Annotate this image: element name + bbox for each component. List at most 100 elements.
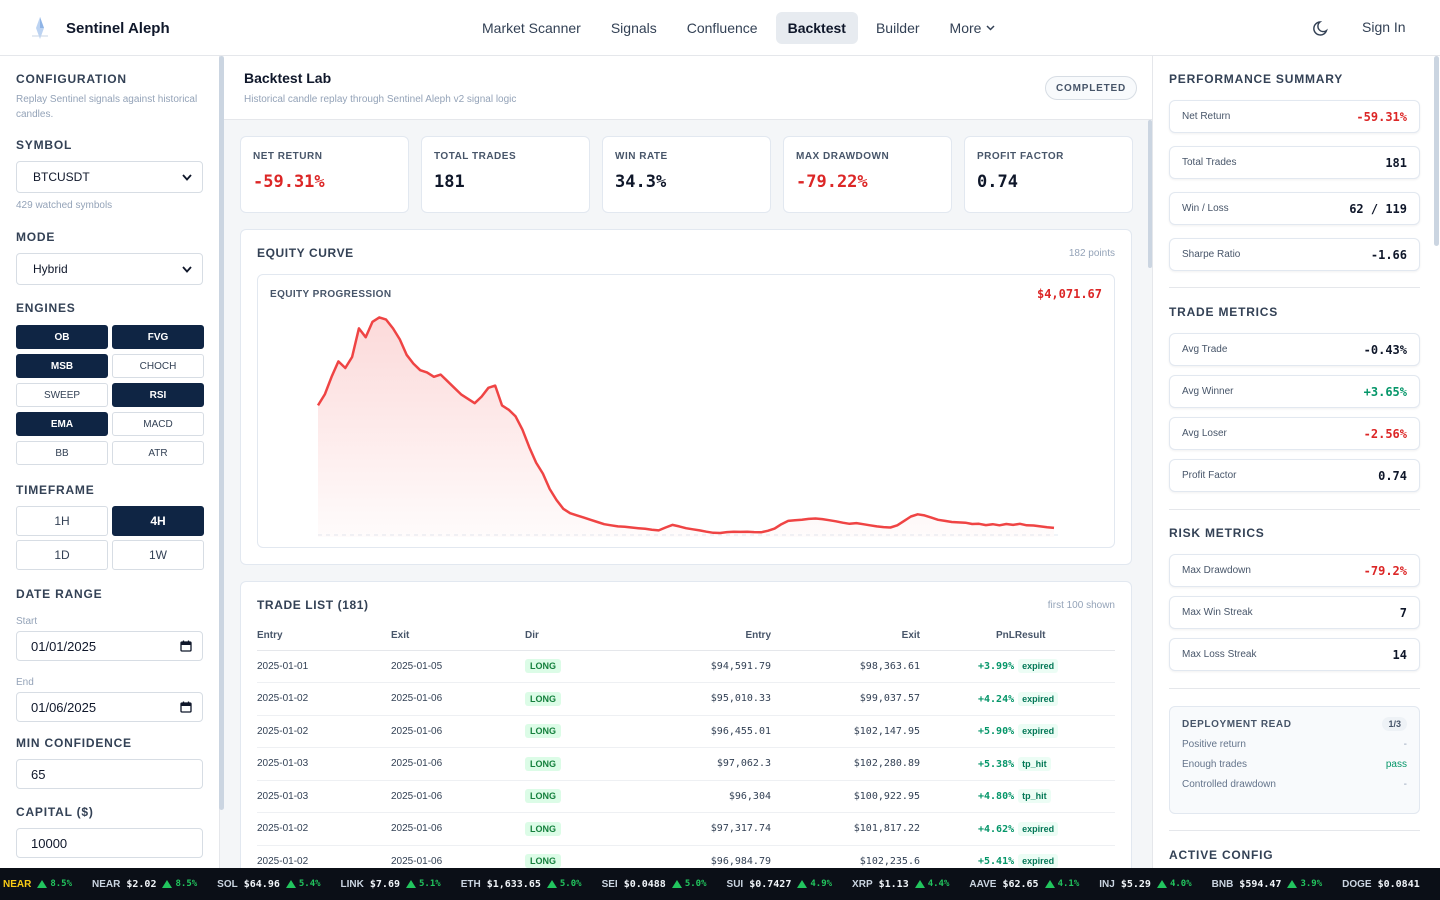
end-date-label: End bbox=[16, 677, 34, 688]
trade-list-meta: first 100 shown bbox=[1047, 600, 1115, 611]
brand[interactable]: Sentinel Aleph bbox=[30, 16, 170, 40]
deployment-title: DEPLOYMENT READ bbox=[1182, 719, 1292, 730]
chart-title: EQUITY PROGRESSION bbox=[270, 289, 392, 300]
right-scrollbar[interactable] bbox=[1434, 56, 1439, 246]
timeframe-1d[interactable]: 1D bbox=[16, 540, 108, 570]
col-exit-date[interactable]: Exit bbox=[391, 622, 525, 651]
nav-builder[interactable]: Builder bbox=[875, 20, 920, 36]
col-entry-price[interactable]: Entry bbox=[615, 622, 771, 651]
entry-date-cell: 2025-01-02 bbox=[257, 682, 391, 716]
ticker-item[interactable]: INJ $5.29 4.0% bbox=[1099, 879, 1191, 890]
entry-price-cell: $96,304 bbox=[615, 780, 771, 813]
deployment-check-label: Controlled drawdown bbox=[1182, 779, 1276, 790]
ticker-item[interactable]: NEAR $2.02 8.5% bbox=[92, 879, 197, 890]
main-scrollbar[interactable] bbox=[1148, 120, 1152, 268]
metric-profit-factor: Profit Factor 0.74 bbox=[1169, 459, 1420, 492]
engine-toggle-rsi[interactable]: RSI bbox=[112, 383, 204, 407]
col-pnl-result[interactable]: PnLResult bbox=[920, 622, 1115, 651]
end-date-input[interactable]: 01/06/2025 bbox=[16, 692, 203, 722]
ticker-change: 4.1% bbox=[1044, 879, 1079, 889]
engines-label: ENGINES bbox=[16, 301, 76, 315]
mode-select[interactable]: Hybrid bbox=[16, 253, 203, 285]
engine-toggle-msb[interactable]: MSB bbox=[16, 354, 108, 378]
col-entry-date[interactable]: Entry bbox=[257, 622, 391, 651]
symbol-select[interactable]: BTCUSDT bbox=[16, 161, 203, 193]
engine-toggle-fvg[interactable]: FVG bbox=[112, 325, 204, 349]
chevron-down-icon bbox=[986, 25, 995, 31]
table-row[interactable]: 2025-01-01 2025-01-05 LONG $94,591.79 $98,36… bbox=[257, 650, 1115, 683]
col-exit-price[interactable]: Exit bbox=[771, 622, 920, 651]
ticker-item[interactable]: DOGE $0.0841 bbox=[1342, 879, 1420, 890]
pnl-value: +5.90% bbox=[978, 726, 1015, 738]
ticker-price: $1.13 bbox=[878, 878, 909, 890]
trade-list-card: TRADE LIST (181) first 100 shown Entry E… bbox=[240, 581, 1132, 868]
engine-toggle-bb[interactable]: BB bbox=[16, 441, 108, 465]
engine-toggle-ob[interactable]: OB bbox=[16, 325, 108, 349]
ticker-item[interactable]: SEI $0.0488 5.0% bbox=[602, 879, 707, 890]
metric-win-loss: Win / Loss 62 / 119 bbox=[1169, 192, 1420, 225]
ticker-item[interactable]: SUI $0.7427 4.9% bbox=[727, 879, 833, 890]
sidebar-scrollbar[interactable] bbox=[219, 56, 224, 810]
nav-more[interactable]: More bbox=[938, 12, 1008, 44]
nav-confluence[interactable]: Confluence bbox=[686, 20, 758, 36]
result-badge: expired bbox=[1018, 821, 1059, 836]
engine-toggle-macd[interactable]: MACD bbox=[112, 412, 204, 436]
ticker-symbol: LINK bbox=[340, 878, 364, 890]
ticker-symbol: AAVE bbox=[969, 878, 997, 890]
min-confidence-input[interactable]: 65 bbox=[16, 759, 203, 789]
ticker-price: $7.69 bbox=[369, 878, 400, 890]
col-direction[interactable]: Dir bbox=[525, 622, 615, 651]
symbol-help: 429 watched symbols bbox=[16, 200, 113, 211]
sign-in-link[interactable]: Sign In bbox=[1362, 19, 1406, 35]
start-date-input[interactable]: 01/01/2025 bbox=[16, 631, 203, 661]
direction-cell: LONG bbox=[525, 650, 615, 683]
top-navbar: Sentinel Aleph Market Scanner Signals Co… bbox=[0, 0, 1440, 56]
nav-market-scanner[interactable]: Market Scanner bbox=[482, 20, 581, 36]
timeframe-4h[interactable]: 4H bbox=[112, 506, 204, 536]
metric-label: Avg Winner bbox=[1182, 386, 1234, 397]
timeframe-1w[interactable]: 1W bbox=[112, 540, 204, 570]
direction-cell: LONG bbox=[525, 682, 615, 716]
engine-toggle-atr[interactable]: ATR bbox=[112, 441, 204, 465]
stat-value: -59.31% bbox=[253, 172, 325, 192]
ticker-item[interactable]: XRP $1.13 4.4% bbox=[852, 879, 949, 890]
nav-signals[interactable]: Signals bbox=[610, 20, 657, 36]
deployment-row: Controlled drawdown - bbox=[1182, 779, 1407, 790]
entry-date-cell: 2025-01-03 bbox=[257, 780, 391, 813]
metric-label: Max Win Streak bbox=[1182, 607, 1253, 618]
nav-backtest[interactable]: Backtest bbox=[775, 12, 858, 44]
ticker-item[interactable]: NEAR 8.5% bbox=[3, 879, 72, 890]
deployment-read-card: DEPLOYMENT READ 1/3 Positive return - Eno… bbox=[1169, 706, 1420, 814]
table-row[interactable]: 2025-01-03 2025-01-06 LONG $96,304 $100,922.… bbox=[257, 780, 1115, 813]
calendar-icon bbox=[180, 640, 192, 652]
engine-toggle-sweep[interactable]: SWEEP bbox=[16, 383, 108, 407]
table-row[interactable]: 2025-01-02 2025-01-06 LONG $96,455.01 $102,1… bbox=[257, 715, 1115, 748]
pnl-result-cell: +5.90% expired bbox=[920, 715, 1115, 748]
ticker-price: $5.29 bbox=[1120, 878, 1151, 890]
ticker-item[interactable]: ETH $1,633.65 5.0% bbox=[461, 879, 582, 890]
ticker-item[interactable]: AAVE $62.65 4.1% bbox=[969, 879, 1079, 890]
ticker-change: 3.9% bbox=[1287, 879, 1322, 889]
ticker-item[interactable]: LINK $7.69 5.1% bbox=[341, 879, 441, 890]
timeframe-1h[interactable]: 1H bbox=[16, 506, 108, 536]
theme-toggle-moon-icon[interactable] bbox=[1312, 18, 1332, 38]
table-row[interactable]: 2025-01-03 2025-01-06 LONG $97,062.3 $102,28… bbox=[257, 747, 1115, 781]
ticker-item[interactable]: BNB $594.47 3.9% bbox=[1212, 879, 1323, 890]
ticker-change: 4.9% bbox=[797, 879, 832, 889]
entry-price-cell: $97,062.3 bbox=[615, 747, 771, 781]
metric-sharpe-ratio: Sharpe Ratio -1.66 bbox=[1169, 238, 1420, 271]
deployment-check-label: Enough trades bbox=[1182, 759, 1248, 770]
table-row[interactable]: 2025-01-02 2025-01-06 LONG $96,984.79 $102,2… bbox=[257, 845, 1115, 868]
ticker-change-value: 8.5% bbox=[175, 879, 198, 889]
deployment-check-value: - bbox=[1403, 739, 1407, 750]
stat-card-total-trades: TOTAL TRADES 181 bbox=[421, 136, 590, 213]
pnl-result-cell: +5.41% expired bbox=[920, 845, 1115, 868]
exit-date-cell: 2025-01-05 bbox=[391, 650, 525, 683]
table-row[interactable]: 2025-01-02 2025-01-06 LONG $97,317.74 $101,8… bbox=[257, 812, 1115, 846]
engine-toggle-choch[interactable]: CHOCH bbox=[112, 354, 204, 378]
table-row[interactable]: 2025-01-02 2025-01-06 LONG $95,010.33 $99,03… bbox=[257, 682, 1115, 716]
engine-toggle-ema[interactable]: EMA bbox=[16, 412, 108, 436]
ticker-item[interactable]: SOL $64.96 5.4% bbox=[217, 879, 320, 890]
pnl-value: +5.41% bbox=[978, 856, 1015, 868]
capital-input[interactable]: 10000 bbox=[16, 828, 203, 858]
